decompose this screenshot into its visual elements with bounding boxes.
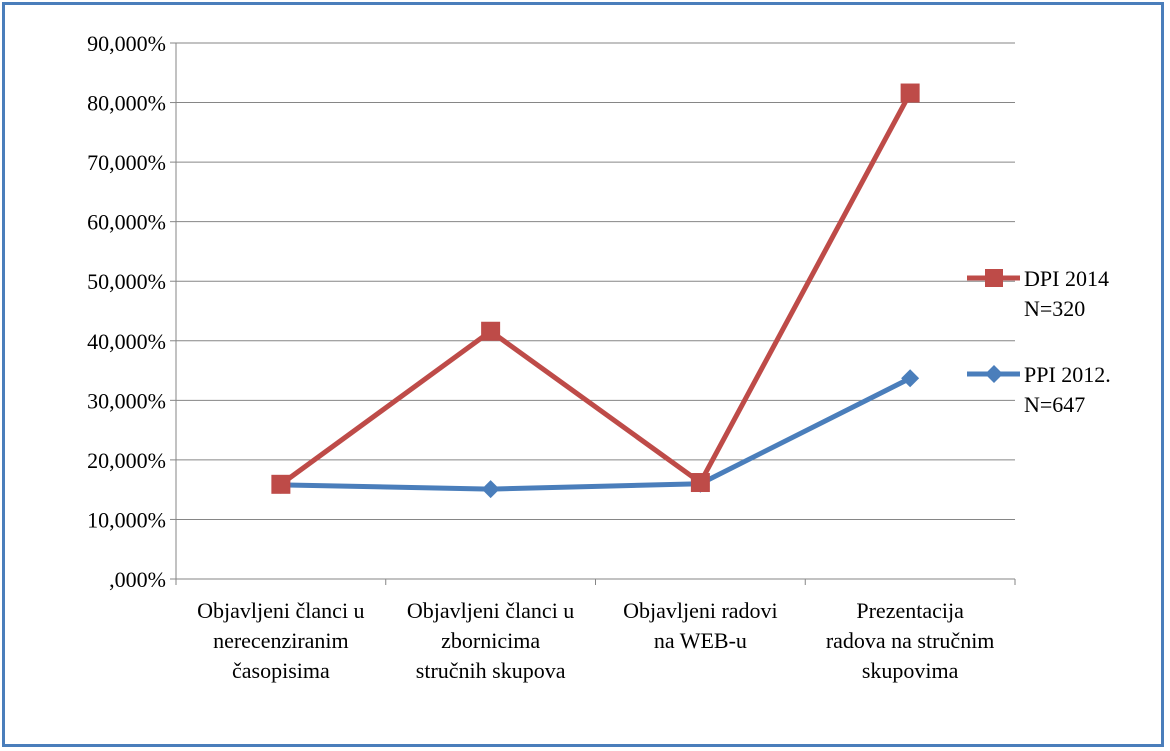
y-tick-label: 30,000% bbox=[87, 388, 166, 413]
x-tick-label-line: radova na stručnim bbox=[826, 628, 995, 653]
x-tick-label-line: Prezentacija bbox=[856, 598, 964, 623]
data-point-diamond bbox=[901, 369, 920, 388]
y-tick-label: 20,000% bbox=[87, 448, 166, 473]
y-tick-label: ,000% bbox=[109, 567, 166, 592]
x-tick-label: Prezentacija radova na stručnim skupovima bbox=[826, 598, 995, 683]
y-tick-label: 70,000% bbox=[87, 150, 166, 175]
x-tick-label-line: Objavljeni članci u bbox=[197, 598, 364, 623]
y-tick-label: 50,000% bbox=[87, 269, 166, 294]
data-point-diamond bbox=[481, 480, 500, 499]
data-point-square bbox=[481, 321, 501, 341]
x-tick-label-line: časopisima bbox=[232, 658, 330, 683]
data-point-square bbox=[900, 83, 920, 103]
x-tick-label: Objavljeni članci u zbornicima stručnih sk… bbox=[407, 598, 574, 683]
x-tick-label: Objavljeni članci u nerecenziranim časopis… bbox=[197, 598, 364, 683]
legend-label-line: DPI 2014 bbox=[1024, 266, 1109, 291]
x-tick-label-line: Objavljeni članci u bbox=[407, 598, 574, 623]
legend-marker-diamond bbox=[985, 365, 1003, 383]
y-tick-label: 90,000% bbox=[87, 31, 166, 56]
y-tick-label: 80,000% bbox=[87, 91, 166, 116]
data-point-square bbox=[271, 474, 291, 494]
y-tick-label: 40,000% bbox=[87, 329, 166, 354]
legend-label: PPI 2012. N=647 bbox=[1024, 362, 1111, 417]
y-tick-labels: ,000% 10,000% 20,000% 30,000% 40,000% 50,000%… bbox=[87, 31, 166, 592]
legend-marker-square bbox=[985, 269, 1003, 287]
data-point-square bbox=[690, 473, 710, 493]
x-tick-labels: Objavljeni članci u nerecenziranim časopis… bbox=[197, 598, 994, 683]
series-lines bbox=[271, 83, 920, 499]
x-tick-label-line: Objavljeni radovi bbox=[623, 598, 778, 623]
x-tick-label-line: na WEB-u bbox=[654, 628, 747, 653]
legend-label: DPI 2014 N=320 bbox=[1024, 266, 1109, 321]
axes bbox=[170, 42, 1016, 585]
x-tick-label-line: nerecenziranim bbox=[213, 628, 349, 653]
legend-label-line: N=320 bbox=[1024, 296, 1085, 321]
legend: DPI 2014 N=320 PPI 2012. N=647 bbox=[967, 266, 1111, 417]
x-tick-label-line: stručnih skupova bbox=[416, 658, 566, 683]
series-line bbox=[279, 91, 913, 487]
y-tick-label: 10,000% bbox=[87, 507, 166, 532]
y-tick-label: 60,000% bbox=[87, 210, 166, 235]
series-line bbox=[280, 376, 912, 492]
gridlines bbox=[176, 42, 1015, 520]
x-tick-label-line: zbornicima bbox=[441, 628, 540, 653]
x-tick-label-line: skupovima bbox=[862, 658, 959, 683]
x-tick-label: Objavljeni radovi na WEB-u bbox=[623, 598, 778, 653]
legend-label-line: PPI 2012. bbox=[1024, 362, 1111, 387]
legend-label-line: N=647 bbox=[1024, 392, 1085, 417]
